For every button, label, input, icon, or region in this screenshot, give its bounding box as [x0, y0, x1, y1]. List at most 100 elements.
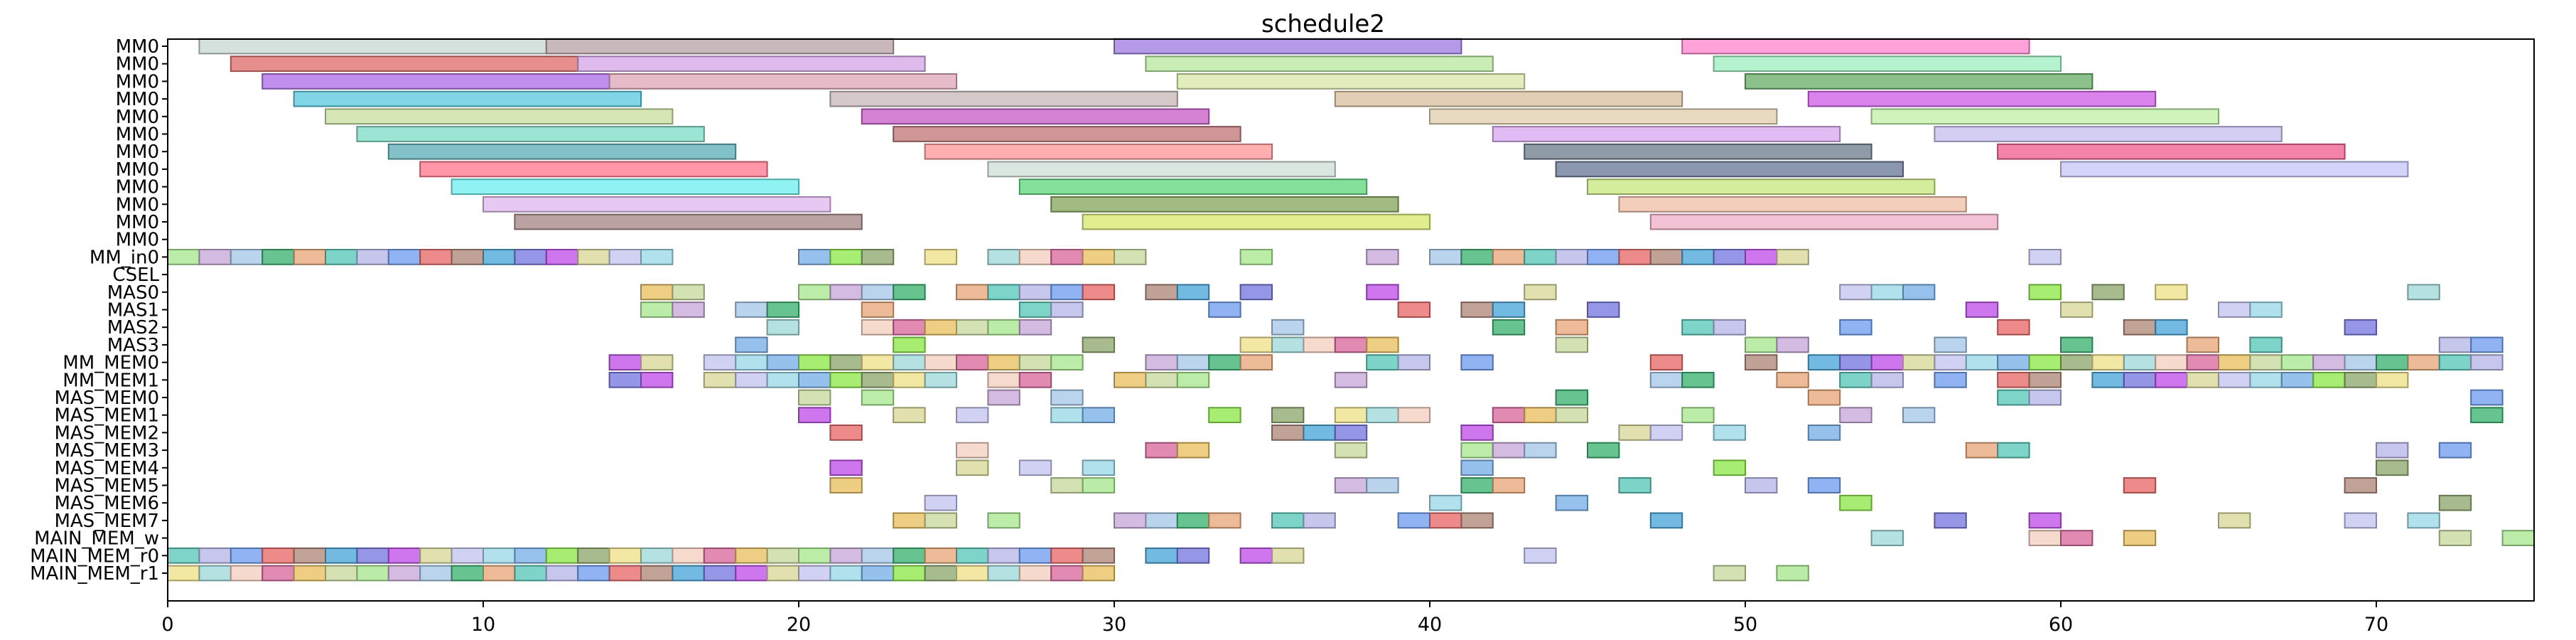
slot-bar-3: [262, 249, 295, 265]
slot-bar-280: [2407, 512, 2440, 529]
slot-bar-299: [545, 547, 579, 564]
slot-bar-159: [640, 371, 674, 388]
row-label: MAS3: [107, 335, 159, 356]
slot-bar-55: [1524, 284, 1557, 301]
slot-bar-237: [2376, 442, 2409, 459]
slot-bar-332: [483, 565, 516, 582]
slot-bar-203: [956, 407, 989, 424]
row-label: MM0: [116, 142, 159, 163]
slot-bar-282: [2028, 530, 2062, 546]
row-labels: MM0MM0MM0MM0MM0MM0MM0MM0MM0MM0MM0MM0MM_i…: [30, 36, 168, 585]
slot-bar-227: [956, 442, 989, 459]
slot-bar-25: [1239, 249, 1273, 265]
slot-bar-235: [1965, 442, 1999, 459]
slot-bar-348: [987, 565, 1020, 582]
slot-bar-327: [325, 565, 358, 582]
slot-bar-200: [2470, 389, 2504, 406]
x-tick-label: 50: [1733, 614, 1757, 636]
slot-bar-242: [1082, 459, 1115, 476]
row-label: MAIN_MEM_r0: [30, 545, 159, 567]
row-label: MM_MEM1: [63, 370, 159, 391]
task-bar-2: [1114, 38, 1462, 55]
slot-bar-137: [1839, 354, 1872, 370]
task-bar-19: [1870, 108, 2220, 125]
task-bar-11: [1745, 73, 2093, 90]
slot-bar-12: [545, 249, 579, 265]
row-label: MM0: [116, 212, 159, 233]
slot-bar-95: [2344, 319, 2378, 336]
slot-bar-84: [987, 319, 1020, 336]
slot-bar-141: [1965, 354, 1999, 370]
slot-bar-236: [1997, 442, 2030, 459]
slot-bar-268: [1176, 512, 1210, 529]
slot-bar-35: [1681, 249, 1715, 265]
slot-bar-63: [640, 302, 674, 318]
slot-bar-208: [1334, 407, 1368, 424]
slot-bar-41: [672, 284, 705, 301]
slot-bar-310: [893, 547, 926, 564]
slot-bar-124: [987, 354, 1020, 370]
slot-bar-317: [1145, 547, 1178, 564]
slot-bar-20: [987, 249, 1020, 265]
slot-bar-37: [1745, 249, 1778, 265]
row-label: MM_MEM0: [63, 353, 159, 374]
slot-bar-316: [1082, 547, 1115, 564]
slot-bar-252: [1492, 477, 1526, 494]
slot-bar-220: [1303, 425, 1336, 441]
slot-bar-222: [1460, 425, 1494, 441]
slot-bar-154: [2376, 354, 2409, 370]
slot-bar-167: [924, 371, 957, 388]
slot-bar-234: [1587, 442, 1620, 459]
slot-bar-78: [2249, 302, 2283, 318]
x-tick-label: 10: [471, 614, 495, 636]
task-bar-12: [293, 90, 642, 107]
slot-bar-69: [1050, 302, 1084, 318]
slot-bar-16: [798, 249, 831, 265]
slot-bar-169: [1018, 371, 1052, 388]
slot-bar-312: [956, 547, 989, 564]
slot-bar-266: [1114, 512, 1147, 529]
slot-bar-106: [1776, 336, 1809, 353]
slot-bar-295: [419, 547, 453, 564]
slot-bar-346: [924, 565, 957, 582]
slot-bar-54: [1366, 284, 1399, 301]
slot-bar-292: [325, 547, 358, 564]
slot-bar-19: [924, 249, 957, 265]
slot-bar-270: [1271, 512, 1305, 529]
slot-bar-24: [1114, 249, 1147, 265]
task-bar-17: [861, 108, 1210, 125]
slot-bar-145: [2091, 354, 2125, 370]
slot-bar-47: [987, 284, 1020, 301]
slot-bar-260: [1555, 494, 1589, 511]
slot-bar-97: [893, 336, 926, 353]
task-bar-9: [608, 73, 957, 90]
x-tick-label: 0: [161, 614, 173, 636]
task-bar-34: [1587, 178, 1936, 195]
slot-bar-111: [2438, 336, 2472, 353]
slot-bar-40: [640, 284, 674, 301]
slot-bar-315: [1050, 547, 1084, 564]
task-bar-26: [1524, 143, 1872, 160]
slot-bar-264: [924, 512, 957, 529]
slot-bar-144: [2060, 354, 2093, 370]
slot-bar-157: [2470, 354, 2504, 370]
slot-bar-347: [956, 565, 989, 582]
slot-bar-119: [829, 354, 863, 370]
slot-bar-257: [2344, 477, 2378, 494]
slot-bar-251: [1460, 477, 1494, 494]
slot-bar-285: [2438, 530, 2472, 546]
slot-bar-331: [451, 565, 484, 582]
row-label: MAIN_MEM_w: [34, 528, 159, 550]
task-bar-10: [1176, 73, 1526, 90]
slot-bar-149: [2218, 354, 2251, 370]
task-bar-4: [230, 55, 579, 73]
task-bar-28: [419, 161, 768, 178]
slot-bar-342: [798, 565, 831, 582]
slot-bar-143: [2028, 354, 2062, 370]
row-label: MAS_MEM5: [54, 476, 159, 497]
row-label: MM0: [116, 107, 159, 128]
slot-bar-288: [198, 547, 232, 564]
slot-bar-182: [2091, 371, 2125, 388]
slot-bar-86: [1271, 319, 1305, 336]
slot-bar-186: [2218, 371, 2251, 388]
